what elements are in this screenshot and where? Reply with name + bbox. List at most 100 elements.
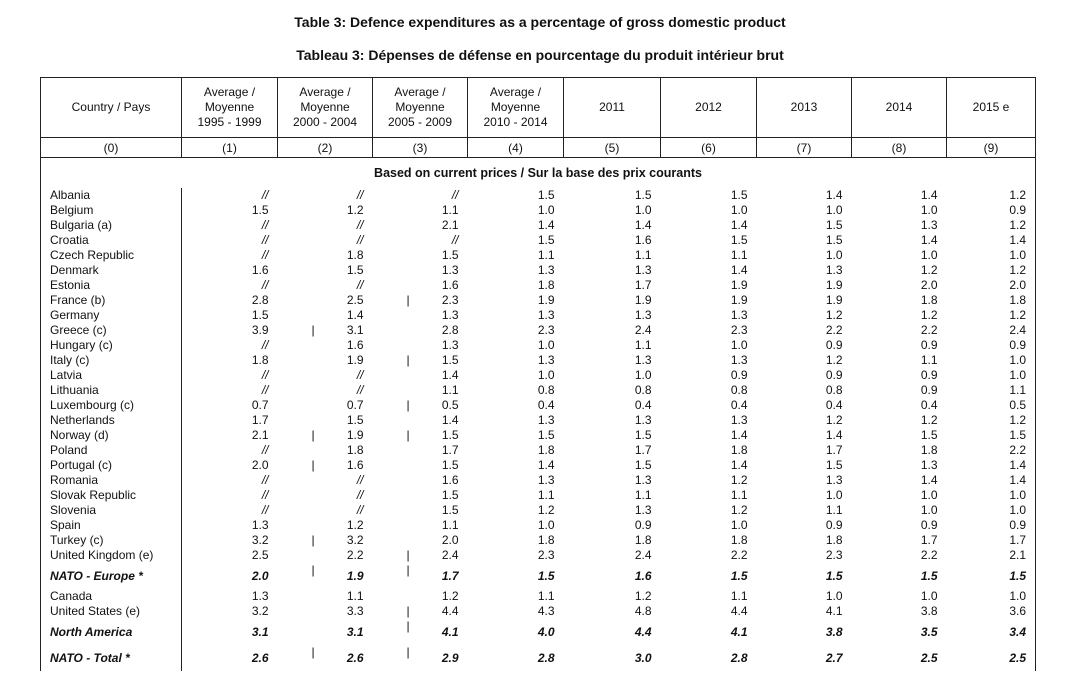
value-cell: 1.6 xyxy=(182,263,278,278)
value: 1.0 xyxy=(920,503,938,517)
value-cell: 1.8 xyxy=(852,293,947,308)
value-cell: 3.8 xyxy=(852,604,947,619)
value: 1.5 xyxy=(441,488,459,502)
value: 1.3 xyxy=(634,353,652,367)
value-cell: 1.3 xyxy=(468,263,564,278)
column-header-line: 2000 - 2004 xyxy=(292,115,358,129)
value-cell: 0.7 xyxy=(278,398,373,413)
value: 1.0 xyxy=(920,203,938,217)
value: 1.2 xyxy=(920,413,938,427)
value-cell: 1.3 xyxy=(852,218,947,233)
value-cell: 1.8 xyxy=(661,443,757,458)
value-cell: 1.5 xyxy=(757,458,852,473)
value: 1.4 xyxy=(825,188,843,202)
series-break-marker: | xyxy=(311,323,315,337)
column-header-row: Country / Pays Average / Moyenne 1995 - 199… xyxy=(40,77,1036,138)
value-cell: 1.1 xyxy=(564,488,661,503)
value: 2.2 xyxy=(346,548,364,562)
value-cell: // xyxy=(182,278,278,293)
value: 1.5 xyxy=(346,413,364,427)
value: 1.3 xyxy=(825,263,843,277)
value: 0.8 xyxy=(825,383,843,397)
value: 1.2 xyxy=(1009,188,1026,202)
value: 1.5 xyxy=(825,233,843,247)
value: 1.0 xyxy=(537,518,555,532)
value: 1.3 xyxy=(537,473,555,487)
column-header: 2011 xyxy=(563,77,661,138)
value: 1.5 xyxy=(441,428,459,442)
value: 1.1 xyxy=(537,589,555,603)
country-name: Canada xyxy=(40,589,182,604)
value: 1.7 xyxy=(634,443,652,457)
value: // xyxy=(451,188,459,202)
value-cell: 1.4 xyxy=(852,188,947,203)
country-name: Turkey (c) xyxy=(40,533,182,548)
value-cell: // xyxy=(278,383,373,398)
value-cell: 1.7 xyxy=(564,278,661,293)
value-cell: // xyxy=(278,488,373,503)
value-cell: 2.8 xyxy=(468,645,564,671)
value: 1.9 xyxy=(346,428,364,442)
table-title-english: Table 3: Defence expenditures as a perce… xyxy=(294,14,786,30)
value-cell: | 1.7 xyxy=(373,563,468,589)
value-cell: 0.9 xyxy=(661,368,757,383)
value: 2.2 xyxy=(730,548,748,562)
table-row: Latvia // // 1.4 1.0 1.0 0.9 0.9 0.9 1.0 xyxy=(40,368,1036,383)
value: 1.8 xyxy=(730,533,748,547)
value-cell: 0.9 xyxy=(757,518,852,533)
value-cell: 1.8 xyxy=(468,443,564,458)
value-cell: 1.4 xyxy=(946,233,1036,248)
value: 0.9 xyxy=(634,518,652,532)
value-cell: 0.8 xyxy=(661,383,757,398)
value-cell: 1.3 xyxy=(661,413,757,428)
value-cell: // xyxy=(278,278,373,293)
value: 1.3 xyxy=(920,218,938,232)
value: 1.5 xyxy=(634,428,652,442)
value: 1.1 xyxy=(441,518,459,532)
value: 1.0 xyxy=(1009,589,1026,603)
value: 2.9 xyxy=(441,650,459,665)
value: 1.0 xyxy=(825,248,843,262)
value: 1.1 xyxy=(634,338,652,352)
value-cell: 1.3 xyxy=(373,263,468,278)
table-row: United Kingdom (e) 2.5 2.2 | 2.4 2.3 2.4 2.2 2.3… xyxy=(40,548,1036,563)
value: 1.6 xyxy=(634,568,652,583)
value: 1.4 xyxy=(441,368,459,382)
value: 1.0 xyxy=(537,338,555,352)
value-cell: 1.6 xyxy=(564,563,661,589)
value: 0.7 xyxy=(251,398,269,412)
value-cell: | 4.1 xyxy=(373,619,468,645)
value: 2.5 xyxy=(920,650,938,665)
table-row: Lithuania // // 1.1 0.8 0.8 0.8 0.8 0.9 1.1 xyxy=(40,383,1036,398)
table-row: Bulgaria (a) // // 2.1 1.4 1.4 1.4 1.5 1.3 1.2 xyxy=(40,218,1036,233)
column-header: Average / Moyenne 1995 - 1999 xyxy=(181,77,278,138)
value: 1.6 xyxy=(441,278,459,292)
value-cell: 1.2 xyxy=(278,518,373,533)
value-cell: 1.3 xyxy=(757,263,852,278)
country-name: Estonia xyxy=(40,278,182,293)
table-row: Norway (d) 2.1 | 1.9 | 1.5 1.5 1.5 1.4 1.4 1.5 1.5 xyxy=(40,428,1036,443)
series-break-marker: | xyxy=(406,548,410,562)
value-cell: 0.9 xyxy=(946,338,1036,353)
value-cell: 1.0 xyxy=(468,368,564,383)
value-cell: 1.7 xyxy=(946,533,1036,548)
value: 2.4 xyxy=(634,548,652,562)
value: 1.2 xyxy=(441,589,459,603)
value-cell: 1.0 xyxy=(852,503,947,518)
value: 2.8 xyxy=(441,323,459,337)
value-cell: 1.0 xyxy=(946,503,1036,518)
value: 2.0 xyxy=(920,278,938,292)
value-cell: 1.9 xyxy=(468,293,564,308)
value-cell: 3.2 xyxy=(182,533,278,548)
value-cell: 1.0 xyxy=(757,203,852,218)
value: 1.0 xyxy=(920,488,938,502)
value-cell: 1.8 xyxy=(661,533,757,548)
value-cell: 0.9 xyxy=(852,338,947,353)
value-cell: 1.0 xyxy=(852,203,947,218)
value: 1.2 xyxy=(825,308,843,322)
value-cell: 1.8 xyxy=(852,443,947,458)
value-cell: 1.5 xyxy=(946,428,1036,443)
value: 0.9 xyxy=(920,383,938,397)
value-cell: 1.3 xyxy=(468,473,564,488)
value-cell: 1.3 xyxy=(468,308,564,323)
